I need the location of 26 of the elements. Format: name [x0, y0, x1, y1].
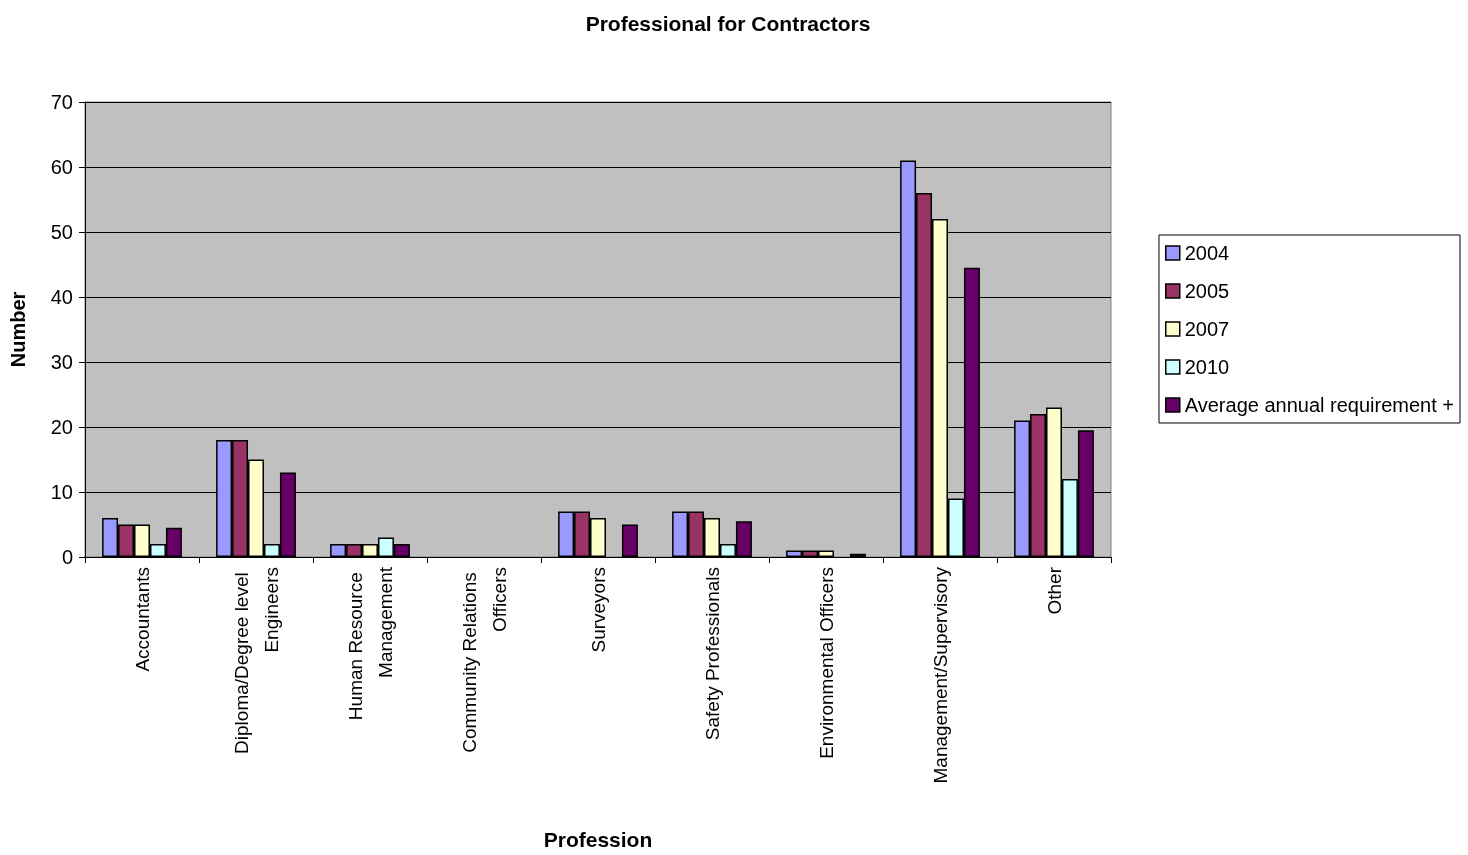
y-tick-label: 70 [50, 91, 73, 113]
bar [621, 524, 638, 557]
x-tick-label: Diploma/Degree level Engineers [230, 567, 282, 754]
y-tick-label: 20 [50, 416, 73, 438]
y-tick-label: 30 [50, 351, 73, 373]
y-tick-label: 60 [50, 156, 73, 178]
x-tick-label: Management/Supervisory [929, 566, 951, 784]
x-tick-label: Safety Professionals [701, 567, 723, 741]
x-axis-title: Profession [543, 828, 653, 851]
y-axis-title: Number [7, 291, 29, 368]
chart-title: Professional for Contractors [585, 12, 871, 35]
x-tick-label: Surveyors [587, 567, 609, 653]
legend-label: 2004 [1184, 242, 1230, 264]
legend-label: 2010 [1184, 356, 1230, 378]
y-tick-label: 40 [50, 286, 73, 308]
x-tick-label: Community Relations Officers [458, 567, 510, 753]
legend-label: Average annual requirement + [1184, 394, 1455, 416]
x-tick-label: Environmental Officers [815, 567, 837, 759]
x-tick-label: Other [1043, 566, 1065, 615]
y-tick-label: 10 [50, 481, 73, 503]
x-tick-label: Accountants [131, 567, 153, 672]
legend-label: 2005 [1184, 280, 1230, 302]
y-tick-label: 0 [61, 546, 73, 568]
y-tick-label: 50 [50, 221, 73, 243]
x-tick-label: Human Resource Management [344, 566, 396, 721]
legend-label: 2007 [1184, 318, 1230, 340]
